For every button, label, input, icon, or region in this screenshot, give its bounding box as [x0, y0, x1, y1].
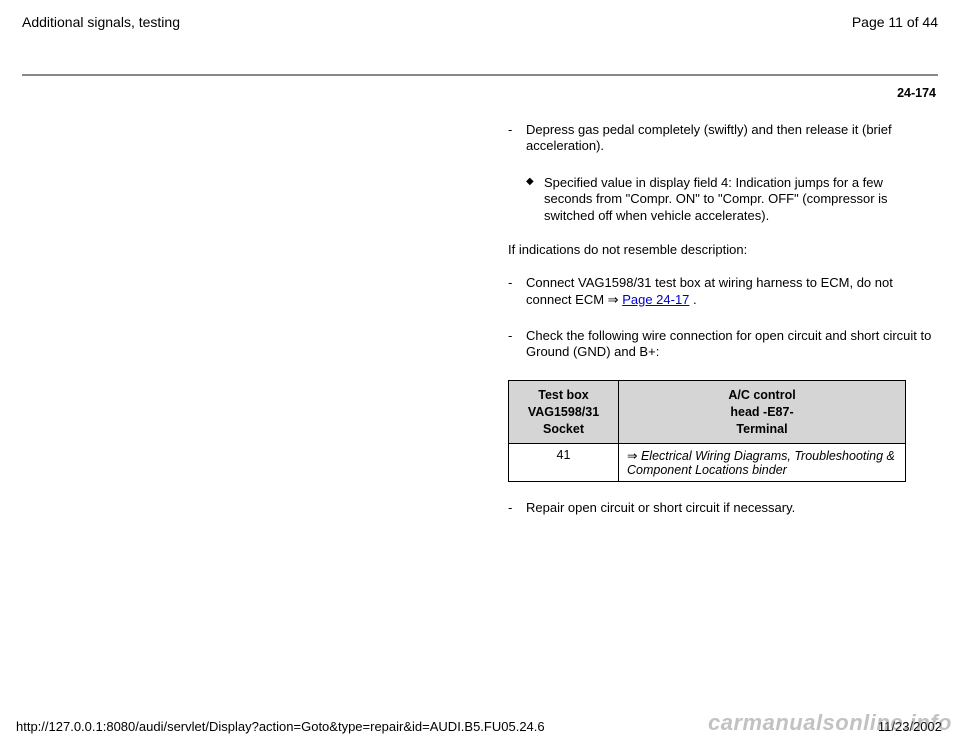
footer-url: http://127.0.0.1:8080/audi/servlet/Displ… [16, 719, 545, 734]
cell-terminal: ⇒ Electrical Wiring Diagrams, Troublesho… [619, 444, 906, 482]
step-connect-testbox: - Connect VAG1598/31 test box at wiring … [508, 275, 938, 308]
dash-marker: - [508, 122, 526, 155]
dash-marker: - [508, 500, 526, 516]
header-page-number: Page 11 of 44 [852, 14, 938, 30]
hdr-l2: VAG1598/31 [517, 405, 610, 419]
step-text: Connect VAG1598/31 test box at wiring ha… [526, 275, 938, 308]
header-title: Additional signals, testing [22, 14, 180, 30]
table-header-testbox: Test box VAG1598/31 Socket [509, 381, 619, 444]
page-header: Additional signals, testing Page 11 of 4… [22, 14, 938, 30]
step-text-b: . [689, 292, 696, 307]
step-repair: - Repair open circuit or short circuit i… [508, 500, 938, 516]
step-text: Check the following wire connection for … [526, 328, 938, 361]
footer-date: 11/23/2002 [878, 719, 942, 734]
step-text-a: Connect VAG1598/31 test box at wiring ha… [526, 275, 893, 306]
page-root: Additional signals, testing Page 11 of 4… [0, 0, 960, 742]
table-row: 41 ⇒ Electrical Wiring Diagrams, Trouble… [509, 444, 906, 482]
sub-text: Specified value in display field 4: Indi… [544, 175, 938, 225]
hdr-l1: Test box [517, 388, 610, 402]
page-link[interactable]: Page 24-17 [622, 292, 689, 307]
arrow-icon: ⇒ [627, 449, 641, 463]
content-column: - Depress gas pedal completely (swiftly)… [508, 122, 938, 517]
dash-marker: - [508, 328, 526, 361]
step-specified-value: ◆ Specified value in display field 4: In… [526, 175, 938, 225]
hdr-l3: Terminal [627, 422, 897, 436]
hdr-l2: head -E87- [627, 405, 897, 419]
wire-table: Test box VAG1598/31 Socket A/C control h… [508, 380, 906, 482]
dash-marker: - [508, 275, 526, 308]
step-text: Depress gas pedal completely (swiftly) a… [526, 122, 938, 155]
hdr-l3: Socket [517, 422, 610, 436]
arrow-icon: ⇒ [608, 292, 619, 307]
step-depress-pedal: - Depress gas pedal completely (swiftly)… [508, 122, 938, 155]
header-rule [22, 74, 938, 76]
cell-socket: 41 [509, 444, 619, 482]
cell-terminal-text: Electrical Wiring Diagrams, Troubleshoot… [627, 449, 895, 477]
table-header-row: Test box VAG1598/31 Socket A/C control h… [509, 381, 906, 444]
hdr-l1: A/C control [627, 388, 897, 402]
step-check-wire: - Check the following wire connection fo… [508, 328, 938, 361]
step-text: Repair open circuit or short circuit if … [526, 500, 938, 516]
diamond-icon: ◆ [526, 175, 544, 225]
table-header-ac: A/C control head -E87- Terminal [619, 381, 906, 444]
condition-text: If indications do not resemble descripti… [508, 242, 938, 257]
section-number: 24-174 [22, 86, 936, 100]
